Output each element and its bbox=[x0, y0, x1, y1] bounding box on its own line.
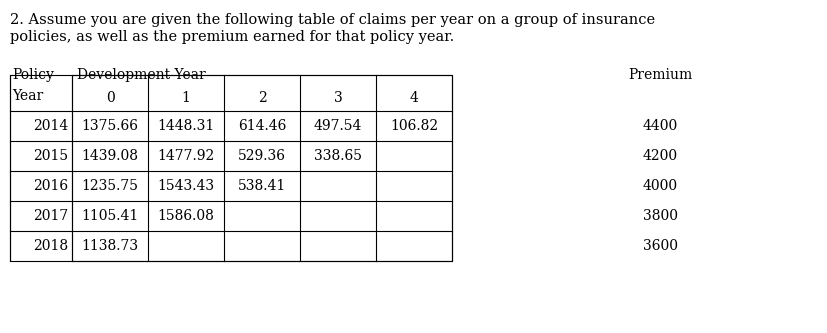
Text: 2015: 2015 bbox=[33, 149, 68, 163]
Text: 4200: 4200 bbox=[643, 149, 677, 163]
Text: 529.36: 529.36 bbox=[238, 149, 286, 163]
Text: 2016: 2016 bbox=[33, 179, 68, 193]
Text: Development Year: Development Year bbox=[77, 68, 206, 82]
Text: 1448.31: 1448.31 bbox=[157, 119, 215, 133]
Text: policies, as well as the premium earned for that policy year.: policies, as well as the premium earned … bbox=[10, 30, 454, 44]
Text: 4400: 4400 bbox=[643, 119, 677, 133]
Text: 4000: 4000 bbox=[643, 179, 677, 193]
Text: 1586.08: 1586.08 bbox=[158, 209, 214, 223]
Bar bbox=[10, 75, 452, 261]
Bar bbox=[72, 75, 452, 261]
Text: 2. Assume you are given the following table of claims per year on a group of ins: 2. Assume you are given the following ta… bbox=[10, 13, 655, 27]
Text: 1105.41: 1105.41 bbox=[81, 209, 139, 223]
Text: 1235.75: 1235.75 bbox=[82, 179, 138, 193]
Text: 2017: 2017 bbox=[33, 209, 68, 223]
Text: 2014: 2014 bbox=[33, 119, 68, 133]
Text: 3: 3 bbox=[333, 91, 342, 105]
Text: 2018: 2018 bbox=[33, 239, 68, 253]
Text: 3800: 3800 bbox=[643, 209, 677, 223]
Text: 497.54: 497.54 bbox=[313, 119, 362, 133]
Text: Premium: Premium bbox=[628, 68, 692, 82]
Text: 1439.08: 1439.08 bbox=[82, 149, 138, 163]
Text: 538.41: 538.41 bbox=[238, 179, 286, 193]
Text: 2: 2 bbox=[258, 91, 266, 105]
Text: 614.46: 614.46 bbox=[238, 119, 286, 133]
Text: 1: 1 bbox=[182, 91, 190, 105]
Text: 1138.73: 1138.73 bbox=[81, 239, 139, 253]
Text: 1477.92: 1477.92 bbox=[157, 149, 215, 163]
Text: 1543.43: 1543.43 bbox=[157, 179, 214, 193]
Text: 338.65: 338.65 bbox=[314, 149, 362, 163]
Text: 0: 0 bbox=[106, 91, 114, 105]
Text: 4: 4 bbox=[409, 91, 418, 105]
Text: 106.82: 106.82 bbox=[390, 119, 438, 133]
Text: 3600: 3600 bbox=[643, 239, 677, 253]
Text: 1375.66: 1375.66 bbox=[82, 119, 138, 133]
Text: Policy
Year: Policy Year bbox=[12, 68, 54, 103]
